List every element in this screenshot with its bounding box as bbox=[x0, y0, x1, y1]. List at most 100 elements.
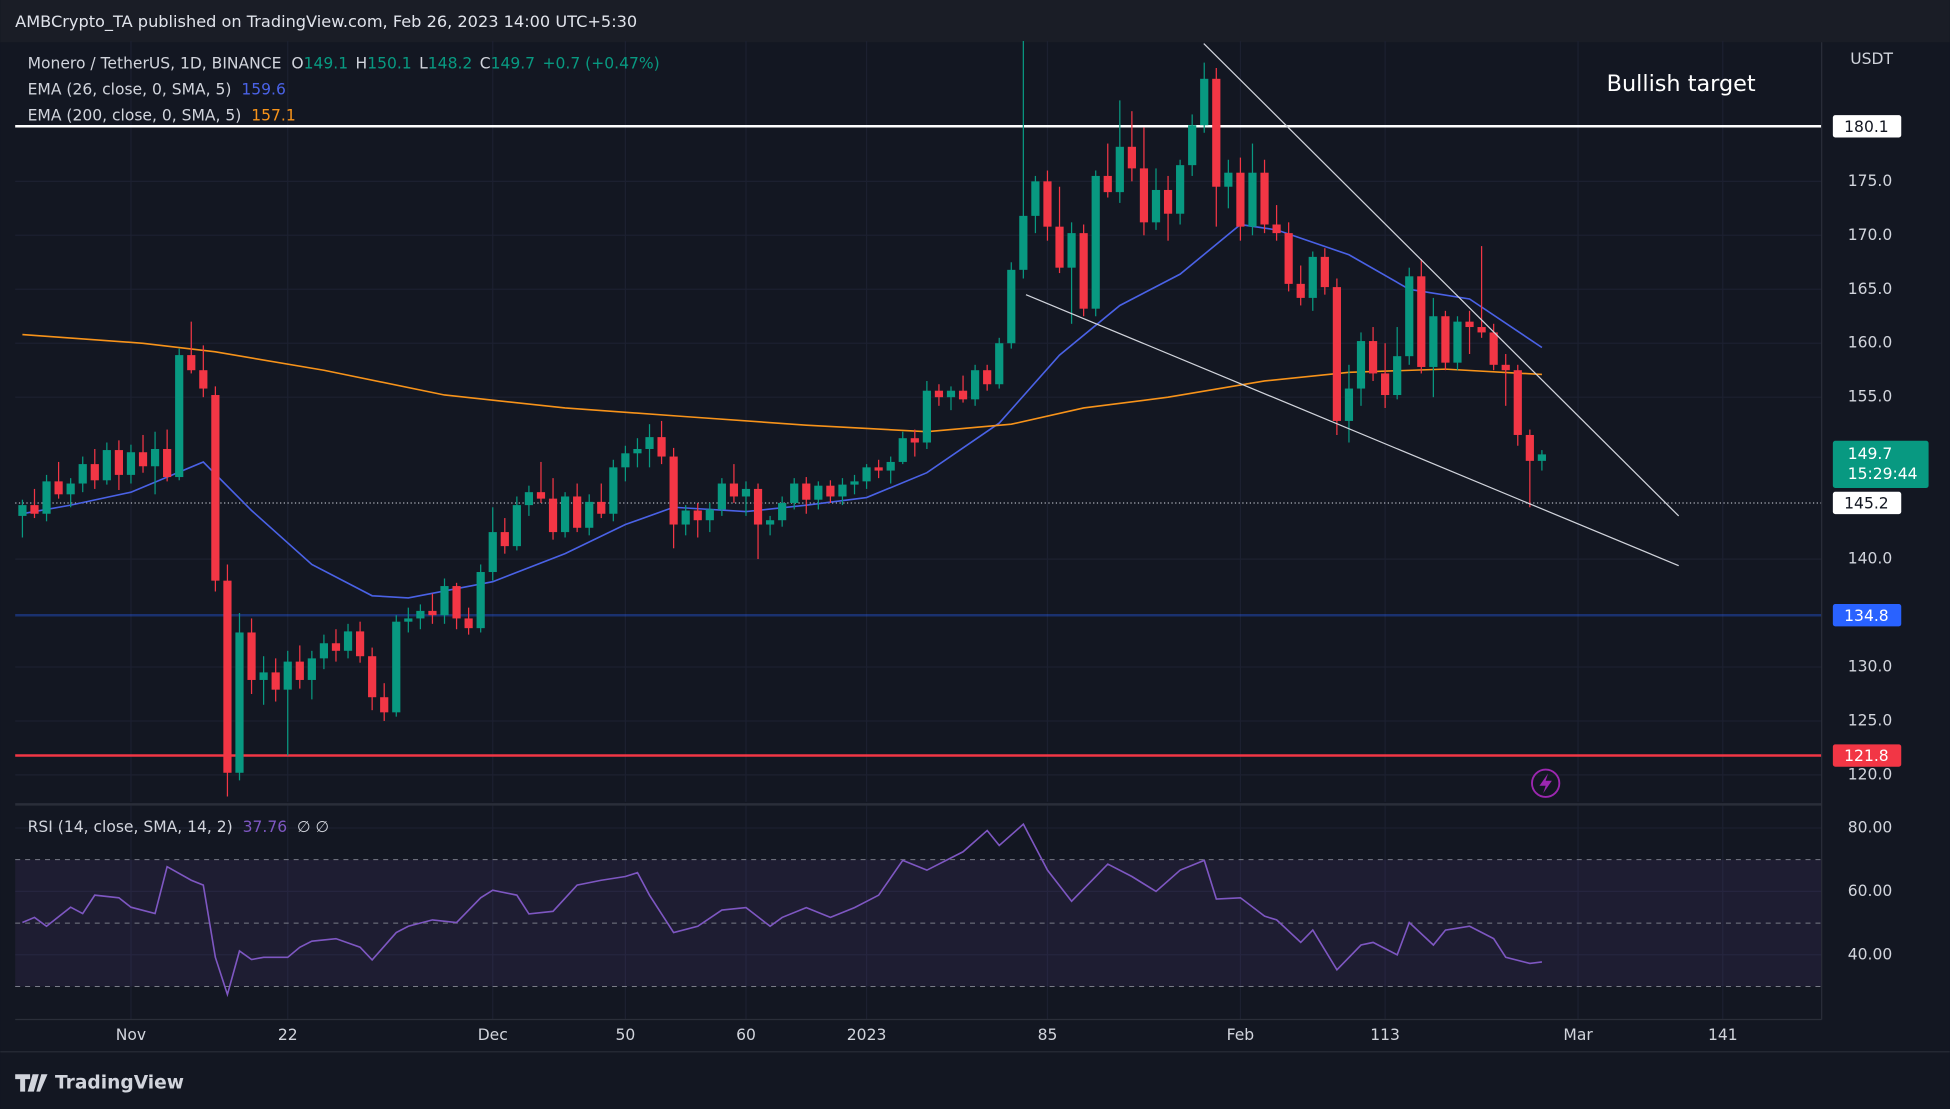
candle-body bbox=[1031, 181, 1040, 216]
alert-bolt bbox=[1539, 773, 1552, 794]
y-tick-label: 170.0 bbox=[1848, 226, 1892, 244]
candle-body bbox=[1212, 78, 1221, 187]
countdown: 15:29:44 bbox=[1848, 465, 1918, 483]
candle-body bbox=[1332, 287, 1341, 421]
candle-body bbox=[729, 483, 739, 497]
ohlc-key: L bbox=[419, 54, 428, 72]
candle-body bbox=[1465, 321, 1474, 328]
candle-body bbox=[753, 488, 763, 525]
candle-body bbox=[1381, 373, 1390, 396]
candle-body bbox=[814, 485, 823, 500]
change: +0.7 (+0.47%) bbox=[543, 54, 660, 72]
candle-body bbox=[1019, 215, 1028, 270]
candle-body bbox=[1248, 172, 1257, 227]
ema-value: 159.6 bbox=[241, 80, 285, 98]
candle-body bbox=[1344, 388, 1354, 421]
candle-body bbox=[826, 485, 835, 497]
candle-body bbox=[1079, 233, 1088, 309]
candle-body bbox=[1489, 332, 1498, 365]
trend-line-lower bbox=[1025, 294, 1679, 567]
candle-body bbox=[669, 456, 678, 525]
candle-body bbox=[1151, 189, 1161, 223]
candle-body bbox=[187, 355, 196, 371]
grid bbox=[15, 41, 1822, 1020]
y-tick-label: 155.0 bbox=[1848, 388, 1892, 406]
y-tick-label: 165.0 bbox=[1848, 280, 1892, 298]
candle-body bbox=[609, 467, 618, 514]
candle-body bbox=[597, 501, 606, 514]
level-label-box bbox=[1832, 604, 1902, 627]
candle-body bbox=[1429, 316, 1438, 367]
y-tick-label: 160.0 bbox=[1848, 334, 1892, 352]
candle-body bbox=[1453, 321, 1462, 363]
level-label: 121.8 bbox=[1844, 747, 1888, 765]
candle-body bbox=[536, 492, 546, 499]
y-tick-label: 125.0 bbox=[1848, 711, 1892, 729]
candle-body bbox=[693, 510, 702, 521]
candle-body bbox=[1103, 175, 1112, 193]
x-tick-label: 50 bbox=[616, 1026, 636, 1044]
x-tick-label: Nov bbox=[116, 1026, 146, 1044]
candle-body bbox=[1272, 224, 1281, 234]
candle-body bbox=[657, 437, 666, 457]
candle-body bbox=[958, 390, 968, 400]
candle-body bbox=[934, 390, 944, 398]
candle-body bbox=[78, 464, 87, 484]
level-label: 145.2 bbox=[1844, 495, 1888, 513]
candle-body bbox=[404, 618, 413, 622]
candle-body bbox=[1236, 172, 1245, 227]
level-label-box bbox=[1832, 744, 1902, 767]
ohlc-value: 149.1 bbox=[304, 54, 348, 72]
ohlc-key: O bbox=[291, 54, 303, 72]
candle-body bbox=[983, 370, 992, 385]
header-bar bbox=[0, 0, 1950, 43]
candle-body bbox=[1393, 356, 1402, 396]
candle-body bbox=[488, 532, 497, 573]
alert-icon[interactable] bbox=[1531, 768, 1561, 798]
last-price: 149.7 bbox=[1848, 445, 1892, 463]
candle-body bbox=[1356, 341, 1366, 389]
x-tick-label: Feb bbox=[1227, 1026, 1255, 1044]
candle-body bbox=[1320, 256, 1329, 288]
trend-line-upper bbox=[1203, 43, 1680, 517]
candle-body bbox=[126, 452, 136, 475]
candle-body bbox=[199, 370, 208, 389]
candle-body bbox=[1163, 189, 1173, 214]
candle-body bbox=[524, 492, 534, 506]
candle-body bbox=[54, 481, 63, 495]
ohlc-value: 150.1 bbox=[367, 54, 411, 72]
candle-body bbox=[1296, 283, 1305, 298]
ohlc-value: 148.2 bbox=[428, 54, 472, 72]
candle-body bbox=[307, 658, 316, 680]
candle-body bbox=[681, 510, 690, 525]
candle-body bbox=[211, 395, 220, 581]
candle-body bbox=[392, 621, 401, 713]
candle-body bbox=[102, 450, 111, 481]
candle-body bbox=[802, 483, 811, 500]
candle-body bbox=[464, 618, 473, 629]
candle-body bbox=[1501, 364, 1510, 371]
candle-body bbox=[355, 631, 365, 657]
y-tick-label: 140.0 bbox=[1848, 550, 1892, 568]
candle-body bbox=[1007, 269, 1016, 344]
candle-body bbox=[1441, 316, 1450, 363]
rsi-tick-label: 80.00 bbox=[1848, 818, 1892, 836]
candle-body bbox=[114, 450, 124, 475]
candle-body bbox=[283, 661, 292, 690]
legend-main: Monero / TetherUS, 1D, BINANCE O149.1 H150… bbox=[28, 54, 660, 72]
rsi-line bbox=[22, 822, 1543, 998]
symbol: Monero / TetherUS, 1D, BINANCE bbox=[28, 54, 282, 72]
x-tick-label: Dec bbox=[478, 1026, 508, 1044]
y-tick-label: 120.0 bbox=[1848, 765, 1892, 783]
candle-body bbox=[766, 520, 775, 525]
candle-body bbox=[138, 452, 148, 467]
y-tick-label: 175.0 bbox=[1848, 172, 1892, 190]
legend-rsi: RSI (14, close, SMA, 14, 2) 37.76 ∅ ∅ bbox=[28, 817, 329, 835]
ema-line bbox=[22, 333, 1542, 433]
candle-body bbox=[150, 448, 160, 467]
rsi-tick-label: 60.00 bbox=[1848, 882, 1892, 900]
candle-body bbox=[175, 355, 184, 478]
candle-body bbox=[898, 438, 907, 462]
